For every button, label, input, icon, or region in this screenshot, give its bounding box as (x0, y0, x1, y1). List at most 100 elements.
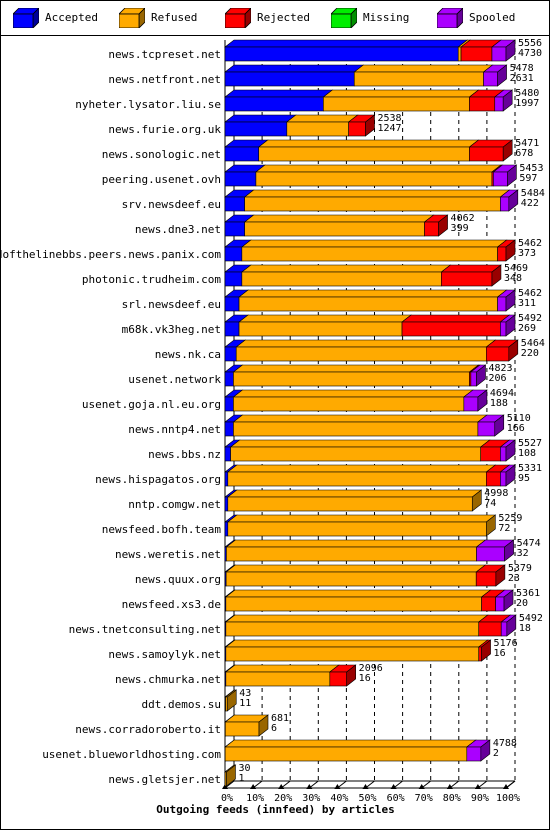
bar-segment-refused-top (243, 214, 435, 223)
accepted-value-label: 399 (451, 223, 469, 234)
bar-segment-rejected (460, 46, 493, 62)
x-tick-marker (250, 784, 257, 789)
bar-segment-rejected (348, 121, 366, 137)
accepted-value-label: 11 (239, 698, 251, 709)
bar-segment-refused (241, 246, 498, 262)
bar-segment-refused (286, 121, 349, 137)
bar-segment-accepted (224, 521, 229, 537)
bar-segment-refused-top (232, 389, 474, 398)
bar-segment-rejected-side (495, 564, 506, 587)
accepted-value-label: 95 (518, 473, 530, 484)
category-label: news.samoylyk.net (108, 648, 221, 661)
accepted-value-label: 1997 (515, 98, 539, 109)
bar-segment-accepted (224, 321, 240, 337)
x-tick-label: 30% (302, 793, 320, 804)
bar-segment-spooled-side (505, 464, 516, 487)
bar-segment-rejected-side (346, 664, 356, 687)
x-tick-label: 40% (330, 793, 348, 804)
category-label: news.bbs.nz (148, 448, 221, 461)
bar-segment-refused-side (226, 764, 236, 787)
bar-segment-refused-top (240, 264, 452, 273)
x-tick-marker (503, 784, 509, 789)
accepted-value-label: 348 (504, 273, 522, 284)
category-label: nntp.comgw.net (128, 498, 221, 511)
legend-swatch (225, 8, 251, 28)
bar-segment-accepted (224, 371, 234, 387)
x-tick-marker (306, 784, 313, 789)
bar-segment-spooled (494, 96, 504, 112)
bar-segment-refused (233, 371, 470, 387)
bar-segment-spooled-side (505, 39, 516, 62)
bar-segment-refused (241, 271, 442, 287)
x-tick-marker (474, 784, 481, 789)
bar-segment-refused-top (224, 664, 340, 673)
bar-segment-spooled (500, 471, 507, 487)
accepted-value-label: 166 (507, 423, 525, 434)
bar-segment-spooled (470, 371, 477, 387)
accepted-value-label: 74 (484, 498, 496, 509)
x-tick-label: 80% (443, 793, 461, 804)
x-tick-marker (446, 784, 453, 789)
bar-segment-refused-top (353, 64, 494, 73)
category-label: news.tnetconsulting.net (69, 623, 221, 636)
bar-segment-spooled-side (505, 289, 516, 312)
bar-segment-refused-top (224, 589, 492, 598)
accepted-value-label: 108 (518, 448, 536, 459)
x-tick-label: 50% (358, 793, 376, 804)
category-label: ddt.demos.su (142, 698, 221, 711)
bar-segment-refused (457, 46, 462, 62)
accepted-value-label: 20 (516, 598, 528, 609)
bar-segment-rejected (497, 246, 507, 262)
bar-segment-spooled-side (477, 389, 488, 412)
accepted-value-label: 18 (519, 623, 531, 634)
bar-segment-refused-top (238, 314, 412, 323)
bar-segment-spooled (463, 396, 479, 412)
offered-value-label: 4694 (490, 388, 514, 399)
bar-segment-spooled (491, 46, 507, 62)
bar-segment-rejected-side (481, 639, 491, 662)
bar-segment-spooled (466, 746, 482, 762)
bar-segment-accepted (224, 446, 231, 462)
bar-segment-spooled (500, 321, 507, 337)
bar-segment-refused-top (224, 739, 477, 748)
legend-swatch (119, 8, 145, 28)
category-label: news.weretis.net (115, 548, 221, 561)
bar-segment-refused-top (285, 114, 359, 123)
offered-value-label: 5259 (498, 513, 522, 524)
bar-segment-refused-top (255, 164, 502, 173)
bar-segment-accepted-top (224, 64, 365, 73)
category-label: news.nk.ca (155, 348, 221, 361)
legend-label: Spooled (469, 11, 516, 24)
category-label: nyheter.lysator.liu.se (75, 98, 221, 111)
bar-segment-rejected (478, 646, 482, 662)
bar-segment-rejected (486, 471, 501, 487)
accepted-value-label: 188 (490, 398, 508, 409)
bar-segment-spooled-side (504, 539, 514, 562)
bar-segment-rejected-side (365, 114, 375, 137)
bar-segment-rejected-side (438, 214, 448, 237)
offered-value-label: 5379 (508, 563, 532, 574)
bar-segment-refused (244, 196, 501, 212)
bar-segment-refused-side (471, 489, 482, 512)
bar-segment-refused (258, 146, 470, 162)
bar-segment-refused (224, 721, 260, 737)
category-label: news.sonologic.net (102, 148, 221, 161)
offered-value-label: 4823 (488, 363, 512, 374)
bar-segment-accepted (224, 271, 243, 287)
bar-segment-spooled-side (508, 189, 519, 212)
offered-value-label: 5474 (517, 538, 541, 549)
x-tick-marker (390, 784, 397, 789)
bar-segment-refused-top (225, 564, 487, 573)
bar-segment-rejected-top (440, 264, 502, 273)
category-label: news.dne3.net (135, 223, 221, 236)
